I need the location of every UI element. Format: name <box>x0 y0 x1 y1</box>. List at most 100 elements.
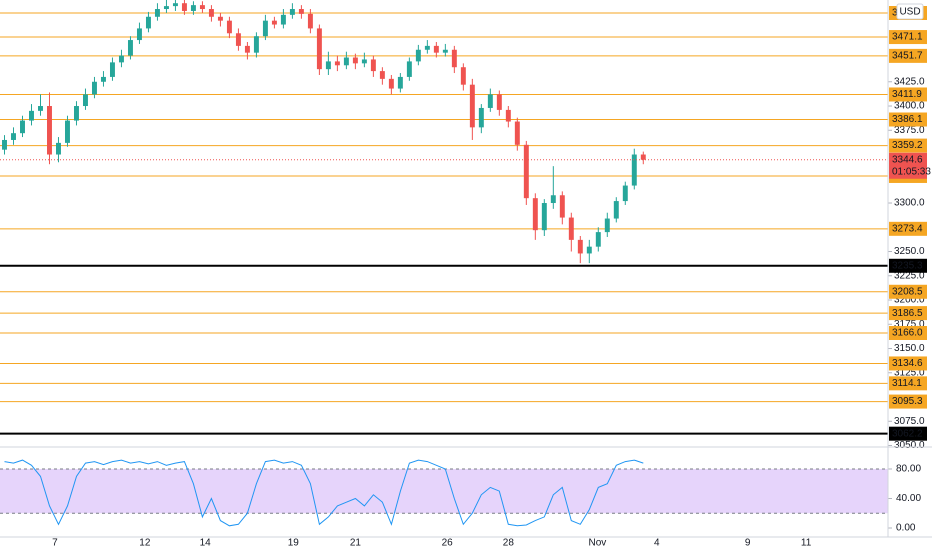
candle-body <box>541 203 547 231</box>
x-tick-label: 4 <box>654 538 660 549</box>
candle-body <box>118 55 124 63</box>
y-tick-label: 3150.0 <box>894 343 925 354</box>
level-label-bg <box>889 306 927 321</box>
x-tick-label: 19 <box>288 538 300 549</box>
candle-body <box>595 232 601 247</box>
level-label-bg <box>889 284 927 299</box>
candle-body <box>2 139 7 150</box>
price-pane <box>0 0 888 435</box>
candle-body <box>280 14 286 25</box>
candle-body <box>289 9 295 15</box>
y-tick-label: 3200.0 <box>894 295 925 306</box>
candle-body <box>442 49 448 53</box>
x-tick-label: 26 <box>442 538 454 549</box>
candle-body <box>559 195 565 218</box>
osc-tick-label: 80.00 <box>896 464 921 475</box>
candle-body <box>451 49 457 68</box>
candle-body <box>172 3 178 7</box>
osc-tick-label: 40.00 <box>896 493 921 504</box>
candle-body <box>181 3 187 11</box>
x-tick-label: 21 <box>350 538 362 549</box>
candle-body <box>91 81 97 95</box>
level-label: 3273.4 <box>892 223 923 234</box>
level-label: 3235.3 <box>892 260 923 271</box>
candle-body <box>640 154 646 160</box>
candle-body <box>253 36 259 53</box>
currency-box-bg <box>896 3 924 20</box>
candle-body <box>361 59 367 64</box>
candle-body <box>397 76 403 89</box>
last-price-label: 3344.6 <box>892 154 923 165</box>
candle-body <box>433 45 439 53</box>
candle-body <box>514 121 520 145</box>
level-label: 3359.2 <box>892 140 923 151</box>
currency-label: USD <box>899 7 920 18</box>
oscillator-band <box>0 468 888 514</box>
candle-body <box>622 185 628 202</box>
candle-body <box>469 84 475 128</box>
level-label: 3166.0 <box>892 328 923 339</box>
candle-body <box>271 20 277 25</box>
candle-body <box>505 109 511 122</box>
level-label-bg <box>889 356 927 371</box>
countdown-label: 01:05:33 <box>892 166 931 177</box>
osc-tick-label: 0.00 <box>896 523 916 534</box>
candle-body <box>163 6 169 10</box>
candle-body <box>199 5 205 10</box>
candle-body <box>334 61 340 66</box>
candle-body <box>316 28 322 70</box>
candle-body <box>38 106 43 111</box>
candle-body <box>65 120 70 143</box>
candle-body <box>613 201 619 219</box>
x-tick-label: 11 <box>801 538 812 549</box>
candle-body <box>127 40 133 56</box>
x-tick-label: 9 <box>745 538 751 549</box>
candle-body <box>217 16 223 21</box>
candle-body <box>343 57 349 66</box>
y-tick-label: 3175.0 <box>894 319 925 330</box>
level-label: 3062.2 <box>892 428 923 439</box>
x-tick-label: Nov <box>588 538 606 549</box>
level-label-bg <box>889 112 927 127</box>
level-label: 3095.3 <box>892 396 923 407</box>
level-label-bg <box>889 426 927 441</box>
candle-body <box>47 106 52 155</box>
candle-body <box>415 49 421 62</box>
currency-box[interactable]: USD <box>896 3 924 20</box>
y-tick-label: 3250.0 <box>894 246 925 257</box>
candle-body <box>235 33 241 46</box>
y-tick-label: 3400.0 <box>894 101 925 112</box>
x-tick-label: 7 <box>52 538 58 549</box>
candle-body <box>325 61 331 70</box>
candle-body <box>298 9 304 14</box>
y-tick-label: 3375.0 <box>894 125 925 136</box>
level-label: 3451.7 <box>892 51 923 62</box>
candle-body <box>424 45 430 50</box>
x-tick-label: 28 <box>503 538 515 549</box>
candle-body <box>82 94 88 107</box>
level-label: 3186.5 <box>892 308 923 319</box>
candle-body <box>20 120 25 134</box>
level-label-bg <box>889 325 927 340</box>
level-label: 3134.6 <box>892 358 923 369</box>
level-label-bg <box>889 30 927 45</box>
candle-body <box>262 20 268 37</box>
candle-body <box>370 59 376 72</box>
candle-body <box>604 218 610 233</box>
y-tick-label: 3125.0 <box>894 367 925 378</box>
oscillator-line <box>4 459 644 527</box>
y-tick-label: 3075.0 <box>894 416 925 427</box>
candle-body <box>244 45 250 53</box>
candle-body <box>631 154 637 186</box>
level-label-bg <box>889 87 927 102</box>
last-price-bg <box>889 152 927 179</box>
candle-body <box>109 62 115 77</box>
candle-body <box>487 94 493 108</box>
level-label-bg <box>889 221 927 236</box>
level-label-bg <box>889 376 927 391</box>
level-label: 3471.1 <box>892 32 923 43</box>
x-tick-label: 14 <box>200 538 212 549</box>
